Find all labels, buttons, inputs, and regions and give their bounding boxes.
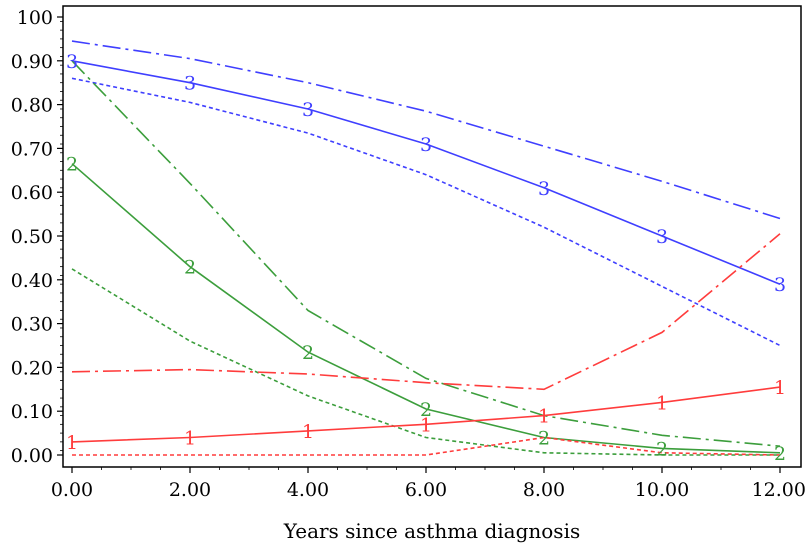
x-tick-label: 6.00: [405, 479, 447, 501]
y-tick-label: 0.00: [11, 445, 53, 467]
series-line-3-dash-dot: [71, 40, 781, 220]
marker-3: 3: [66, 51, 78, 73]
marker-1: 1: [774, 377, 786, 399]
marker-3: 3: [774, 274, 786, 296]
series-lines: [71, 40, 781, 456]
marker-3: 3: [538, 178, 550, 200]
plot-frame: [62, 5, 802, 468]
marker-2: 2: [66, 154, 78, 176]
y-tick-label: 0.90: [11, 51, 53, 73]
marker-3: 3: [184, 73, 196, 95]
marker-2: 2: [774, 443, 786, 465]
y-tick-label: 0.10: [11, 401, 53, 423]
y-tick-label: 0.30: [11, 314, 53, 336]
marker-3: 3: [656, 226, 668, 248]
y-tick-label: 0.70: [11, 138, 53, 160]
marker-2: 2: [302, 342, 314, 364]
marker-2: 2: [184, 257, 196, 279]
marker-3: 3: [302, 99, 314, 121]
marker-1: 1: [66, 432, 78, 454]
series-line-2-dotted: [71, 268, 780, 456]
y-tick-label: 0.40: [11, 270, 53, 292]
axes: 0.00 0.10 0.20 0.30 0.40 0.50 0.60 0.70 0.80 0.90…: [11, 7, 806, 501]
marker-1: 1: [184, 427, 196, 449]
marker-1: 1: [420, 414, 432, 436]
series-line-1-solid: [71, 386, 781, 443]
marker-1: 1: [538, 406, 550, 428]
x-tick-label: 0.00: [51, 479, 93, 501]
y-tick-label: 100: [17, 7, 53, 29]
marker-2: 2: [538, 427, 550, 449]
series-line-3-dotted: [71, 77, 781, 347]
marker-3: 3: [420, 134, 432, 156]
series-line-2-dash-dot: [71, 60, 781, 447]
series-line-2-solid: [71, 163, 781, 454]
y-tick-label: 0.20: [11, 357, 53, 379]
x-tick-label: 10.00: [635, 479, 689, 501]
x-tick-label: 4.00: [287, 479, 329, 501]
x-axis-title: Years since asthma diagnosis: [283, 519, 580, 543]
series-line-1-dotted: [72, 436, 781, 456]
y-tick-label: 0.60: [11, 182, 53, 204]
x-tick-label: 2.00: [169, 479, 211, 501]
marker-1: 1: [302, 421, 314, 443]
y-tick-label: 0.80: [11, 95, 53, 117]
x-tick-label: 12.00: [752, 479, 806, 501]
marker-2: 2: [656, 438, 668, 460]
series-line-1-dash-dot: [71, 233, 781, 391]
y-tick-label: 0.50: [11, 226, 53, 248]
x-tick-label: 8.00: [523, 479, 565, 501]
marker-2: 2: [420, 399, 432, 421]
series-line-3-solid: [71, 60, 781, 285]
marker-1: 1: [656, 392, 668, 414]
